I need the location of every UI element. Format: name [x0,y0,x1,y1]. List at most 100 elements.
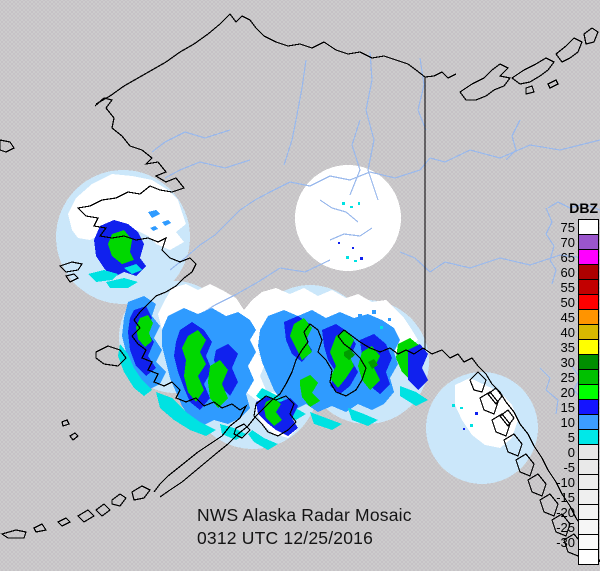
legend-entry: -10 [551,474,599,490]
echo-cyan [248,430,278,450]
legend-value-label: 75 [560,219,575,235]
echo-cyan [88,270,118,282]
radar-coverage-circle-white [295,165,401,271]
legend-color-swatch [578,444,599,460]
coastlines [0,13,600,563]
west-coastline [76,97,248,493]
dbz-legend: DBZ 75 70 65 60 55 50 45 40 35 30 25 20 15 10 5 0 -5 -10-… [551,200,599,565]
map-title: NWS Alaska Radar Mosaic [197,505,412,525]
legend-color-swatch [578,474,599,490]
legend-value-label: 0 [567,444,575,460]
echo-blue [408,344,428,390]
legend-value-label: 40 [560,324,575,340]
legend-value-label: -5 [563,459,575,475]
echo-cyan [310,408,378,430]
echo-green [300,375,320,407]
legend-entry: 20 [551,384,599,400]
legend-value-label: 65 [560,249,575,265]
legend-color-swatch [578,234,599,250]
echo-cyan [124,264,142,274]
river [349,119,361,196]
legend-color-swatch [578,264,599,280]
legend-value-label: -15 [556,489,575,505]
legend-entry: 55 [551,279,599,295]
legend-value-label: 5 [567,429,575,445]
legend-value-label: 50 [560,294,575,310]
legend-entry: 25 [551,369,599,385]
echo-green [208,360,228,408]
echo-speckles [358,310,391,321]
legend-value-label: 20 [560,384,575,400]
legend-value-label: 15 [560,399,575,415]
legend-value-label: 25 [560,369,575,385]
legend-color-swatch [578,309,599,325]
legend-entry: 50 [551,294,599,310]
legend-value-label: 70 [560,234,575,250]
river [329,227,373,241]
echo-cyan [106,278,138,288]
legend-color-swatch [578,534,599,550]
echo-green [136,315,153,347]
legend-entry: 70 [551,234,599,250]
legend-value-label: 60 [560,264,575,280]
legend-color-swatch [578,489,599,505]
legend-entry: 35 [551,339,599,355]
legend-value-label: -20 [556,504,575,520]
legend-value-label: 45 [560,309,575,325]
legend-color-swatch [578,294,599,310]
legend-color-swatch [578,504,599,520]
echo-green [264,398,282,426]
legend-entry: -5 [551,459,599,475]
echo-cyan [400,386,428,406]
legend-entry: -30 [551,534,599,550]
legend-color-swatch [578,369,599,385]
echo-dark-green [344,349,378,369]
legend-color-swatch [578,249,599,265]
precipitation-echoes [88,202,478,450]
peninsula-south-coastline [159,323,600,563]
river [505,119,521,161]
legend-value-label: -25 [556,519,575,535]
legend-entry: 0 [551,444,599,460]
legend-color-swatch [578,519,599,535]
legend-color-swatch [578,399,599,415]
river [417,57,427,131]
aleutian-islands [0,419,151,539]
echo-light-blue [148,210,171,231]
rivers [151,51,600,415]
echo-green [182,330,206,402]
legend-color-swatch [578,549,599,565]
map-caption: NWS Alaska Radar Mosaic 0312 UTC 12/25/2… [197,504,412,550]
legend-value-label: -30 [556,534,575,550]
river [151,129,231,153]
river [545,207,557,285]
legend-value-label: 30 [560,354,575,370]
legend-value-label: 10 [560,414,575,430]
legend-entry: 30 [551,354,599,370]
legend-entry: -15 [551,489,599,505]
white-echo-blob [68,174,186,250]
legend-entry: 45 [551,309,599,325]
legend-entry: 75 [551,219,599,235]
legend-color-swatch [578,339,599,355]
legend-color-swatch [578,354,599,370]
river [365,51,379,201]
legend-value-label: 35 [560,339,575,355]
legend-entry [551,549,599,565]
echo-green [330,330,354,388]
legend-entry: 60 [551,264,599,280]
north-coastline [95,13,457,105]
legend-entry: 5 [551,429,599,445]
legend-value-label: 55 [560,279,575,295]
echo-green [108,230,134,264]
river [539,367,559,415]
river [169,139,600,271]
echo-cyan [220,424,246,440]
legend-entry: -20 [551,504,599,520]
echo-green [358,346,380,390]
legend-color-swatch [578,279,599,295]
echo-cyan [156,392,216,436]
legend-color-swatch [578,429,599,445]
